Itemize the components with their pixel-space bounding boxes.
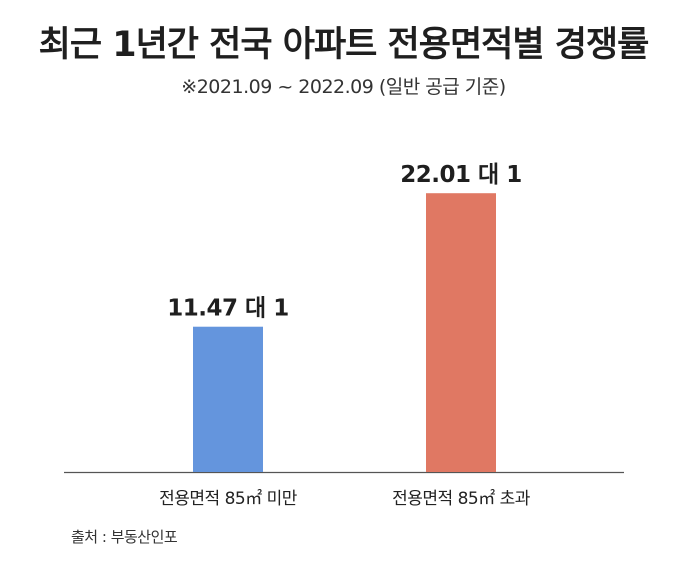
source-note: 출처 : 부동산인포 — [71, 528, 178, 546]
category-label-2: 전용면적 85㎡ 초과 — [392, 489, 531, 509]
category-label-1: 전용면적 85㎡ 미만 — [159, 489, 298, 509]
data-label-1: 11.47 대 1 — [167, 296, 288, 322]
chart-title: 최근 1년간 전국 아파트 전용면적별 경쟁률 — [38, 25, 650, 65]
bar-1 — [193, 326, 263, 472]
data-label-2: 22.01 대 1 — [400, 162, 521, 188]
bar-2 — [426, 193, 496, 472]
chart-subtitle: ※2021.09 ~ 2022.09 (일반 공급 기준) — [181, 76, 506, 98]
